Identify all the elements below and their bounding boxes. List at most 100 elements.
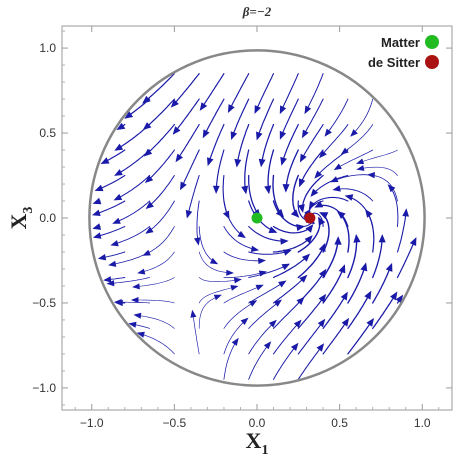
stream-arrowhead — [202, 129, 210, 139]
stream-lines — [92, 72, 417, 380]
stream-arrowhead — [254, 105, 261, 114]
stream-line — [396, 209, 407, 253]
stream-line — [138, 332, 175, 355]
stream-arrowhead — [92, 232, 102, 239]
stream-arrowhead — [207, 157, 214, 167]
critical-point-marker — [304, 212, 316, 224]
stream-line — [200, 73, 225, 110]
stream-arrowhead — [180, 181, 187, 191]
stream-line — [248, 342, 271, 380]
stream-line — [297, 294, 326, 329]
stream-line — [272, 275, 307, 304]
stream-arrowhead — [130, 297, 139, 303]
stream-arrowhead — [226, 269, 234, 276]
stream-arrowhead — [279, 130, 287, 140]
stream-line — [272, 200, 304, 228]
stream-line — [228, 73, 250, 112]
stream-line — [372, 264, 393, 304]
stream-arrowhead — [227, 104, 235, 113]
x-tick-label: −1.0 — [80, 416, 104, 430]
stream-arrowhead — [106, 280, 115, 287]
stream-line — [335, 149, 374, 170]
stream-line — [315, 204, 349, 228]
stream-line — [285, 149, 299, 192]
stream-line — [248, 264, 289, 278]
stream-arrowhead — [143, 148, 153, 157]
stream-line — [347, 318, 374, 355]
stream-arrowhead — [334, 236, 342, 245]
stream-arrowhead — [390, 291, 398, 301]
x-tick-label: 0.5 — [331, 416, 348, 430]
stream-line — [351, 98, 374, 136]
stream-arrowhead — [280, 156, 287, 166]
stream-line — [341, 124, 374, 154]
stream-arrowhead — [124, 111, 134, 119]
stream-arrowhead — [350, 129, 358, 137]
stream-arrowhead — [301, 253, 311, 262]
stream-arrowhead — [209, 257, 219, 265]
stream-arrowhead — [230, 131, 238, 140]
stream-line — [143, 98, 175, 130]
stream-arrowhead — [113, 193, 123, 201]
stream-line — [113, 200, 151, 224]
stream-arrowhead — [103, 276, 112, 283]
stream-arrowhead — [145, 201, 154, 209]
stream-arrowhead — [213, 294, 222, 301]
stream-line — [322, 292, 348, 330]
stream-line — [203, 98, 225, 137]
stream-arrowhead — [356, 158, 365, 165]
stream-arrowhead — [367, 172, 375, 179]
stream-line — [223, 251, 265, 262]
y-axis-title: X3 — [6, 207, 36, 230]
x-tick-label: 1.0 — [414, 416, 431, 430]
stream-line — [347, 263, 367, 304]
stream-arrowhead — [264, 185, 272, 195]
stream-arrowhead — [234, 158, 242, 168]
stream-arrowhead — [317, 318, 326, 328]
stream-line — [337, 211, 350, 253]
legend: Matter de Sitter — [368, 35, 439, 70]
stream-arrowhead — [332, 185, 341, 192]
x-tick-label: 0.0 — [249, 416, 266, 430]
stream-line — [272, 254, 310, 279]
stream-line — [345, 195, 374, 228]
stream-arrowhead — [279, 105, 287, 115]
stream-line — [196, 200, 200, 245]
stream-arrowhead — [304, 235, 313, 244]
stream-arrowhead — [132, 283, 140, 290]
stream-line — [311, 174, 349, 196]
stream-arrowhead — [338, 264, 346, 274]
stream-line — [248, 281, 286, 304]
stream-line — [176, 123, 200, 162]
stream-arrowhead — [222, 210, 230, 220]
stream-line — [272, 174, 284, 217]
stream-arrowhead — [385, 262, 393, 272]
stream-line — [132, 299, 175, 304]
stream-arrowhead — [240, 317, 249, 325]
y-tick-label: −0.5 — [32, 296, 56, 310]
stream-line — [222, 174, 230, 219]
stream-line — [135, 314, 175, 329]
stream-arrowhead — [290, 209, 300, 218]
stream-arrowhead — [110, 240, 119, 247]
stream-line — [331, 174, 374, 182]
stream-arrowhead — [296, 224, 305, 232]
stream-line — [273, 320, 301, 355]
stream-arrowhead — [237, 230, 246, 239]
stream-line — [297, 319, 325, 355]
stream-line — [192, 311, 200, 355]
stream-line — [272, 235, 313, 253]
stream-arrowhead — [133, 312, 142, 319]
stream-line — [198, 277, 241, 282]
stream-arrowhead — [293, 319, 302, 328]
stream-arrowhead — [241, 185, 249, 195]
stream-arrowhead — [364, 290, 372, 300]
stream-line — [186, 174, 200, 218]
stream-line — [305, 73, 324, 113]
stream-line — [198, 295, 221, 329]
stream-line — [142, 72, 176, 104]
stream-line — [244, 149, 250, 194]
stream-line — [254, 73, 275, 113]
y-tick-label: 0.5 — [39, 126, 56, 140]
plot-title: β=−2 — [242, 4, 272, 19]
